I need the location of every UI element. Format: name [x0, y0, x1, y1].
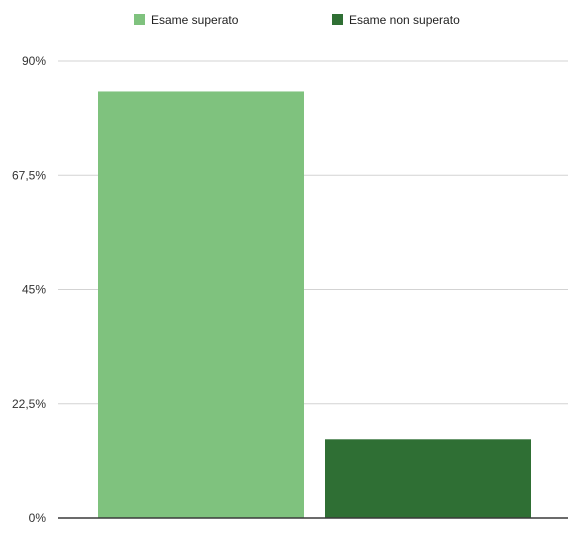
legend-swatch — [134, 14, 145, 25]
bar-esame-non-superato — [325, 439, 531, 518]
y-tick-labels: 0% 22,5% 45% 67,5% 90% — [12, 54, 46, 525]
bar-esame-superato — [98, 91, 304, 518]
bars — [98, 91, 531, 518]
legend-label: Esame non superato — [349, 13, 460, 27]
y-tick-label: 45% — [22, 283, 46, 297]
y-tick-label: 0% — [29, 511, 47, 525]
y-tick-label: 22,5% — [12, 397, 46, 411]
y-tick-label: 90% — [22, 54, 46, 68]
legend-label: Esame superato — [151, 13, 239, 27]
legend-swatch — [332, 14, 343, 25]
y-tick-label: 67,5% — [12, 168, 46, 182]
legend: Esame superato Esame non superato — [134, 13, 460, 27]
